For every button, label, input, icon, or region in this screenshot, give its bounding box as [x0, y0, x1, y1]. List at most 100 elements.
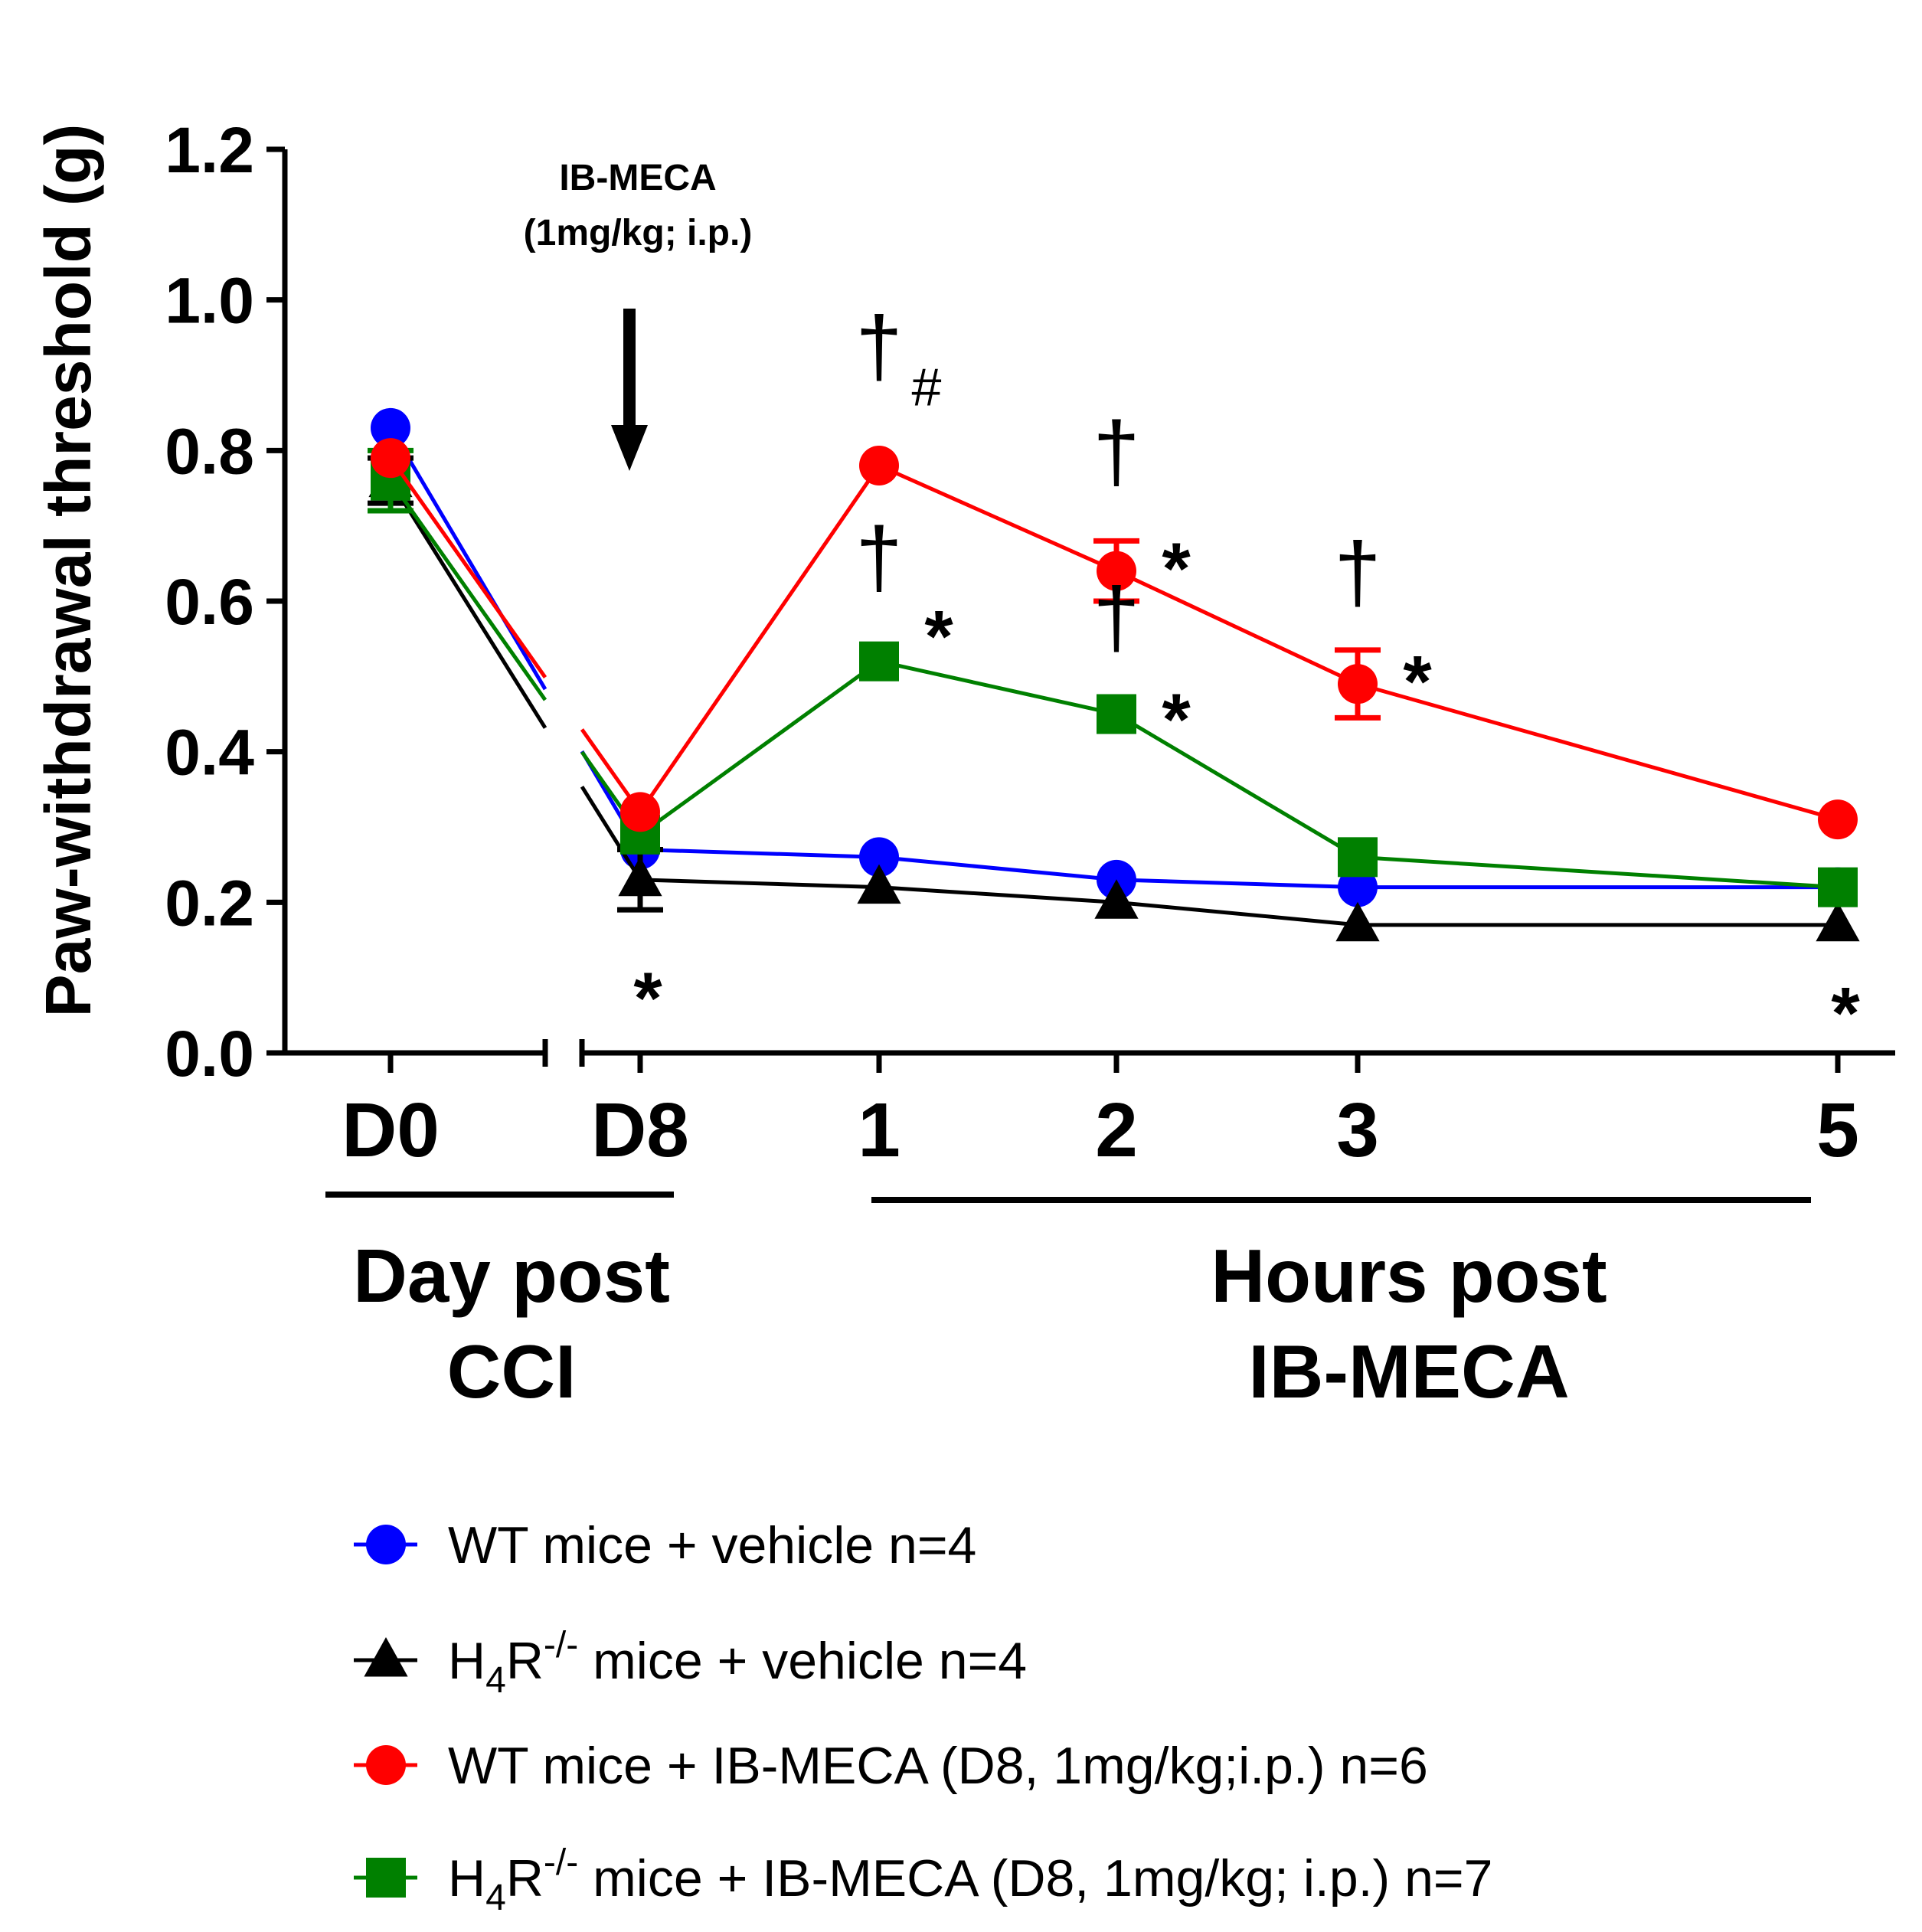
series-segment	[1115, 569, 1359, 686]
series-segment	[878, 463, 1118, 573]
legend-label-part: 4	[485, 1878, 506, 1918]
significance-marker: #	[912, 357, 942, 417]
legend-label-part: WT mice + vehicle n=4	[448, 1516, 976, 1574]
x-tick-label: D0	[342, 1087, 440, 1173]
data-point	[366, 1858, 406, 1898]
day-group-label: CCI	[447, 1329, 577, 1414]
series-lines	[368, 407, 1860, 942]
legend-label: WT mice + vehicle n=4	[448, 1516, 976, 1574]
legend-item: WT mice + IB-MECA (D8, 1mg/kg;i.p.) n=6	[354, 1737, 1428, 1795]
significance-marker: *	[1162, 678, 1191, 760]
data-point	[859, 837, 899, 878]
series-3	[368, 447, 1858, 907]
significance-marker: †	[855, 510, 902, 604]
series-segment	[388, 479, 548, 729]
x-tick-label: 5	[1816, 1087, 1859, 1173]
x-tick-label: 3	[1336, 1087, 1379, 1173]
series-segment	[580, 786, 642, 881]
data-point	[1816, 901, 1860, 942]
hours-group-label: Hours post	[1211, 1234, 1607, 1318]
legend-label-part: 4	[485, 1660, 506, 1701]
legend-label-part: WT mice + IB-MECA (D8, 1mg/kg;i.p.) n=6	[448, 1737, 1428, 1795]
injection-arrow-head	[611, 425, 648, 471]
legend-label: H4R-/- mice + IB-MECA (D8, 1mg/kg; i.p.)…	[448, 1842, 1492, 1918]
y-tick-label: 0.2	[165, 867, 254, 939]
significance-marker: *	[633, 957, 662, 1039]
series-segment	[639, 848, 880, 859]
legend-label-part: H	[448, 1849, 485, 1907]
data-point	[371, 407, 410, 448]
series-segment	[1115, 712, 1359, 859]
series-segment	[388, 479, 548, 701]
significance-marker: †	[1093, 570, 1139, 665]
series-segment	[388, 427, 548, 691]
data-point	[618, 856, 662, 897]
data-point	[1818, 799, 1858, 840]
data-point	[1818, 867, 1858, 907]
significance-marker: *	[924, 596, 953, 678]
y-tick-label: 0.6	[165, 566, 254, 638]
legend-item: H4R-/- mice + vehicle n=4	[354, 1625, 1027, 1701]
x-tick-label: 2	[1095, 1087, 1138, 1173]
annotations: IB-MECA(1mg/kg; i.p.)† #†*†* †*†** *	[524, 158, 1861, 1054]
significance-marker: *	[1831, 973, 1860, 1054]
data-point	[1338, 837, 1378, 878]
y-tick-label: 1.2	[165, 114, 254, 186]
significance-marker: *	[1162, 528, 1191, 610]
series-2	[371, 438, 1858, 840]
x-tick-label: 1	[858, 1087, 901, 1173]
legend-label-part: R	[506, 1632, 544, 1690]
series-segment	[639, 878, 880, 890]
ib-meca-annotation: IB-MECA	[559, 158, 716, 198]
legend-label-part: H	[448, 1632, 485, 1690]
ib-meca-annotation: (1mg/kg; i.p.)	[524, 213, 753, 253]
data-point	[364, 1636, 408, 1677]
y-tick-label: 0.0	[165, 1018, 254, 1090]
legend-label-part: -/-	[544, 1842, 578, 1883]
y-tick-label: 0.4	[165, 717, 254, 789]
data-point	[620, 792, 660, 832]
series-segment	[878, 885, 1117, 904]
day-group-label: Day post	[353, 1234, 670, 1318]
data-point	[371, 438, 410, 479]
data-point	[366, 1745, 406, 1785]
data-point	[1097, 551, 1136, 591]
y-axis-label: Paw-withdrawal threshold (g)	[32, 124, 104, 1018]
y-tick-label: 0.8	[165, 415, 254, 487]
legend-label-part: R	[506, 1849, 544, 1907]
series-segment	[1357, 682, 1839, 822]
legend-item: WT mice + vehicle n=4	[354, 1516, 976, 1574]
series-segment	[878, 659, 1117, 716]
series-segment	[1357, 855, 1839, 890]
legend-label: H4R-/- mice + vehicle n=4	[448, 1625, 1027, 1701]
significance-marker: †	[1093, 405, 1139, 499]
series-segment	[638, 464, 881, 813]
data-point	[1094, 879, 1139, 919]
data-point	[1338, 664, 1378, 704]
legend-label-part: mice + IB-MECA (D8, 1mg/kg; i.p.) n=7	[578, 1849, 1492, 1907]
legend-label: WT mice + IB-MECA (D8, 1mg/kg;i.p.) n=6	[448, 1737, 1428, 1795]
series-segment	[639, 659, 881, 836]
x-tick-label: D8	[591, 1087, 689, 1173]
axes: 0.0 0.2 0.4 0.6 0.8 1.0 1.2 Paw-withdrawal thre…	[32, 114, 1895, 1414]
data-point	[1338, 867, 1378, 907]
series-segment	[1116, 900, 1358, 927]
legend-label-part: mice + vehicle n=4	[578, 1632, 1027, 1690]
significance-marker: *	[1403, 641, 1432, 723]
significance-marker: †	[1334, 525, 1381, 619]
series-segment	[878, 855, 1117, 882]
data-point	[1097, 694, 1136, 734]
hours-group-label: IB-MECA	[1248, 1329, 1569, 1414]
legend-label-part: -/-	[544, 1625, 578, 1666]
series-segment	[1116, 878, 1358, 890]
legend-item: H4R-/- mice + IB-MECA (D8, 1mg/kg; i.p.)…	[354, 1842, 1492, 1918]
data-point	[859, 641, 899, 682]
data-point	[859, 446, 899, 485]
data-point	[366, 1525, 406, 1564]
data-point	[1335, 901, 1380, 942]
significance-marker: †	[855, 299, 902, 394]
data-point	[857, 864, 901, 904]
y-tick-label: 1.0	[165, 265, 254, 337]
